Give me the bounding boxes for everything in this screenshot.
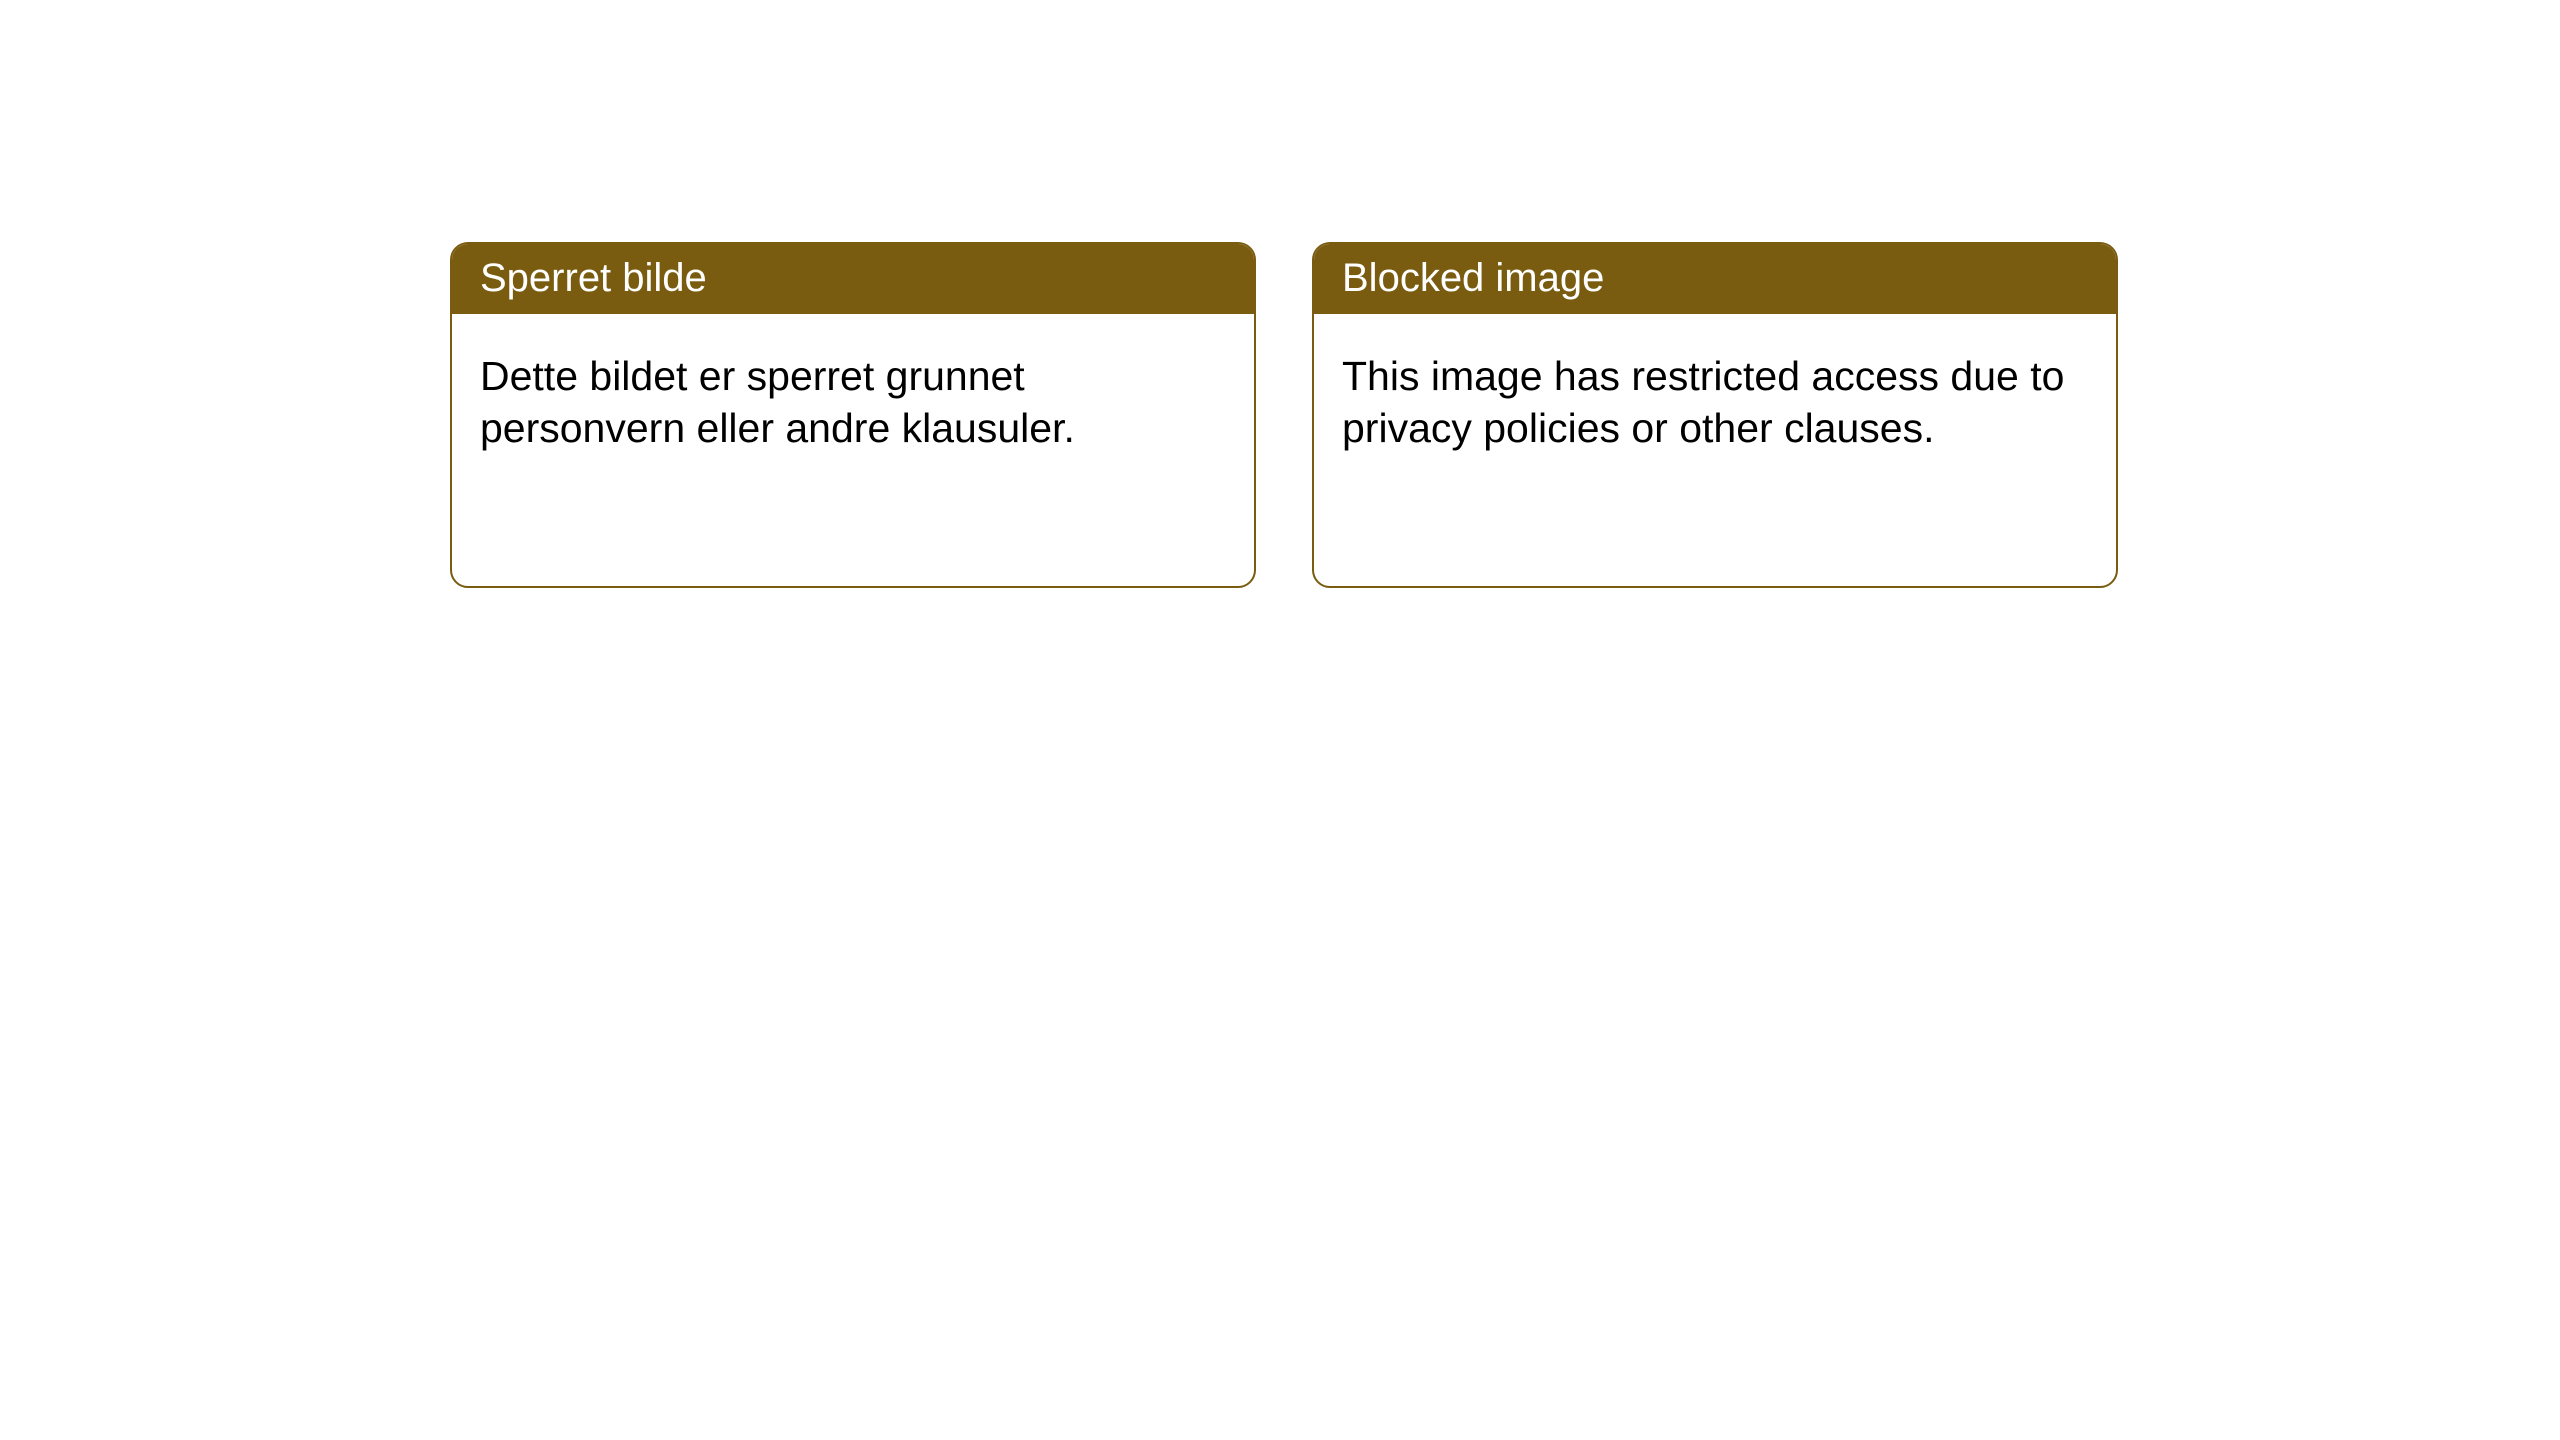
panel-body-text: Dette bildet er sperret grunnet personve…	[452, 314, 1254, 586]
blocked-image-panel-no: Sperret bilde Dette bildet er sperret gr…	[450, 242, 1256, 588]
panels-container: Sperret bilde Dette bildet er sperret gr…	[0, 0, 2560, 588]
blocked-image-panel-en: Blocked image This image has restricted …	[1312, 242, 2118, 588]
panel-title: Sperret bilde	[452, 244, 1254, 314]
panel-body-text: This image has restricted access due to …	[1314, 314, 2116, 586]
panel-title: Blocked image	[1314, 244, 2116, 314]
